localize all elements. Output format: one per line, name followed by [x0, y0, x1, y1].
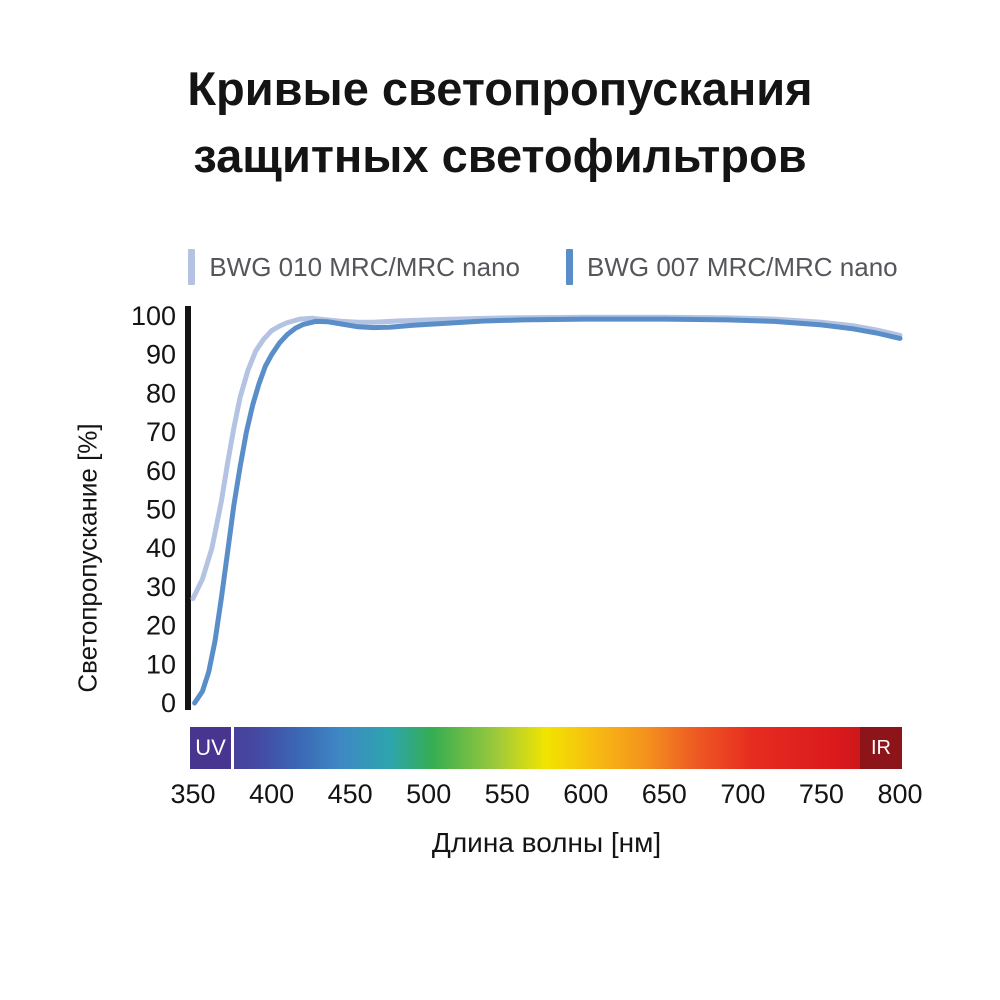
chart-title-line1: Кривые светопропускания [187, 62, 813, 115]
legend-item-bwg-010-mrc-mrc-nano: BWG 010 MRC/MRC nano [188, 249, 520, 285]
x-tick-label: 600 [563, 779, 609, 809]
spectrum-bar: UV IR [190, 727, 902, 769]
x-tick-label: 550 [484, 779, 530, 809]
y-tick-label: 20 [146, 611, 176, 641]
y-tick-label: 10 [146, 649, 176, 679]
chart-title: Кривые светопропускания защитных светофи… [0, 56, 1000, 189]
x-tick-label: 750 [798, 779, 844, 809]
x-axis-title: Длина волны [нм] [431, 827, 662, 858]
chart-legend: BWG 010 MRC/MRC nano BWG 007 MRC/MRC nano [0, 249, 1000, 285]
x-tick-label: 350 [170, 779, 216, 809]
uv-band-label: UV [190, 727, 234, 769]
x-tick-label: 800 [877, 779, 923, 809]
y-tick-label: 90 [146, 340, 176, 370]
ir-band-label: IR [860, 727, 902, 769]
x-tick-label: 400 [249, 779, 295, 809]
chart-title-line2: защитных светофильтров [193, 128, 807, 182]
y-tick-label: 60 [146, 456, 176, 486]
legend-swatch [566, 249, 573, 285]
x-tick-label: 450 [327, 779, 373, 809]
y-tick-label: 30 [146, 572, 176, 602]
legend-label: BWG 010 MRC/MRC nano [209, 251, 520, 282]
y-tick-label: 40 [146, 533, 176, 563]
legend-item-bwg-007-mrc-mrc-nano: BWG 007 MRC/MRC nano [566, 249, 898, 285]
y-tick-label: 50 [146, 495, 176, 525]
y-tick-label: 80 [146, 378, 176, 408]
legend-swatch [188, 249, 196, 285]
x-tick-label: 650 [641, 779, 687, 809]
x-tick-label: 700 [720, 779, 766, 809]
y-tick-label: 0 [161, 688, 176, 718]
legend-label: BWG 007 MRC/MRC nano [587, 251, 898, 282]
y-tick-label: 100 [131, 301, 176, 331]
transmission-curve-bwg-007-mrc-mrc-nano [192, 316, 903, 706]
transmission-curve-bwg-010-mrc-mrc-nano [190, 314, 903, 601]
y-tick-label: 70 [146, 417, 176, 447]
x-tick-label: 500 [406, 779, 452, 809]
x-axis-ticks: 350 400 450 500 550 600 650 700 750 800 [0, 779, 1000, 813]
